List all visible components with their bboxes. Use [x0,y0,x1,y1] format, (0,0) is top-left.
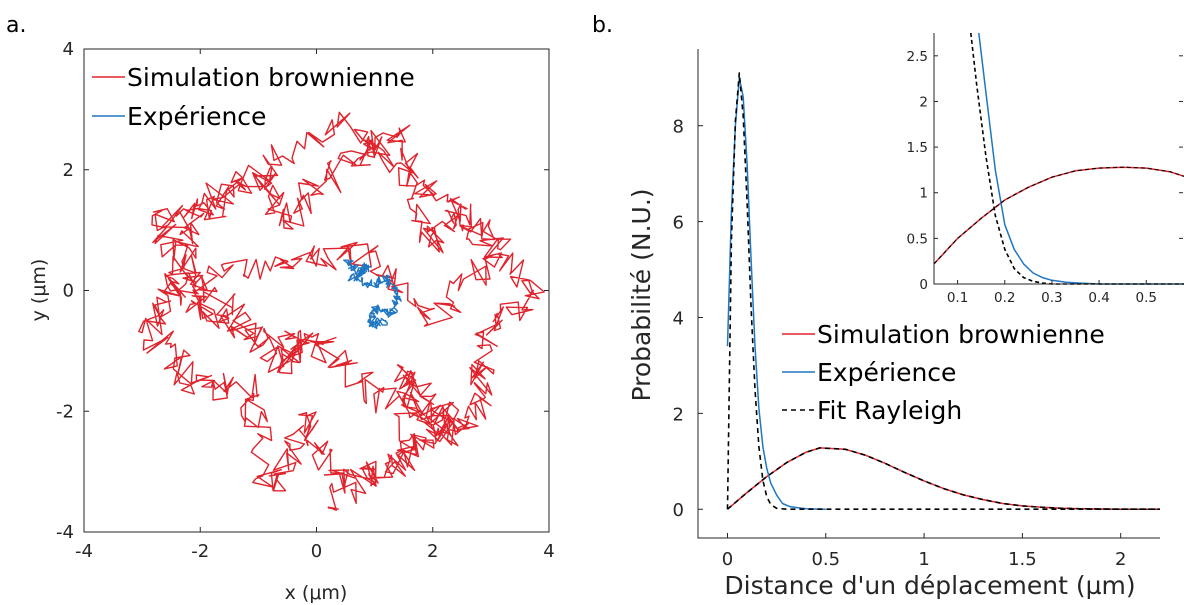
panel-a: -4 -2 0 2 4 -4 -2 0 2 4 x (μm) y (μm) Simulation … [28,39,555,604]
inset-xtick-label: 0.3 [1041,290,1062,306]
inset-ytick-label: 2.5 [907,49,928,65]
inset-ytick-label: 1.5 [907,140,928,156]
inset-ytick-label: 0.5 [907,231,928,247]
panel-a-xtick-label: 4 [543,541,554,562]
legend-label-fit-b: Fit Rayleigh [817,396,962,425]
panel-b-xtick-label: 2 [1115,549,1126,570]
panel-b-legend: Simulation brownienne Expérience Fit Ray… [782,320,1105,425]
panel-a-ticks: -4 -2 0 2 4 -4 -2 0 2 4 [56,39,555,562]
panel-b-ytick-label: 8 [673,117,684,138]
panel-a-xtick-label: 2 [427,541,438,562]
legend-label-simulation-b: Simulation brownienne [817,320,1105,349]
inset-background [900,30,1184,285]
panel-a-ytick-label: -2 [56,401,74,422]
inset-ytick-label: 0 [919,277,928,293]
inset-xtick-label: 0.1 [947,290,968,306]
panel-b-ytick-label: 2 [673,404,684,425]
panel-a-plot-data [138,111,545,511]
panel-b-ytick-label: 0 [673,500,684,521]
panel-b-ytick-label: 6 [673,213,684,234]
inset-xtick-label: 0.2 [994,290,1015,306]
series-simulation-path [138,111,545,511]
panel-b-ticks: 0 0.5 1 1.5 2 0 2 4 6 8 [673,117,1127,570]
panel-b-ylabel: Probabilité (N.U.) [627,188,656,401]
legend-label-simulation: Simulation brownienne [127,63,415,92]
panel-a-xtick-label: 0 [311,541,322,562]
inset-series-fit [970,32,1184,285]
panel-a-ytick-label: 0 [63,281,74,302]
legend-label-experience-b: Expérience [817,358,956,387]
panel-b-series-simulation [727,447,1160,510]
series-experience-path [343,259,402,330]
panel-b: 0 0.5 1 1.5 2 0 2 4 6 8 Distance d'un déplacement… [627,49,1160,600]
panel-b-series-fit-narrow [726,72,1160,510]
panel-a-xtick-label: -4 [75,541,93,562]
panel-a-ytick-label: -4 [56,522,74,543]
inset-fit-overlay [933,166,1184,265]
panel-a-ytick-label: 2 [63,160,74,181]
panel-a-label: a. [6,13,26,38]
legend-label-experience: Expérience [127,102,266,131]
panel-b-axes [697,49,1160,539]
panel-b-plot-data [726,72,1160,510]
panel-b-series-experience [726,77,826,510]
panel-b-xtick-label: 0 [722,549,733,570]
panel-a-legend: Simulation brownienne Expérience [92,63,415,131]
panel-a-ylabel: y (μm) [28,259,50,322]
panel-b-xtick-label: 1 [918,549,929,570]
inset-xtick-label: 0.5 [1136,290,1157,306]
panel-a-ytick-label: 4 [63,39,74,60]
panel-b-xtick-label: 1.5 [1008,549,1037,570]
panel-b-label: b. [592,13,613,38]
inset-ticks: 0.1 0.2 0.3 0.4 0.5 0 0.5 1 1.5 2 2.5 [907,49,1183,306]
panel-b-series-fit-wide [726,447,1160,510]
panel-a-xtick-label: -2 [191,541,209,562]
panel-b-inset: 0.1 0.2 0.3 0.4 0.5 0 0.5 1 1.5 2 2.5 [900,30,1184,306]
panel-b-ytick-label: 4 [673,308,684,329]
inset-ytick-label: 2 [919,94,928,110]
panel-b-xlabel: Distance d'un déplacement (µm) [724,571,1135,600]
inset-ytick-label: 1 [919,186,928,202]
panel-b-xtick-label: 0.5 [811,549,840,570]
inset-xtick-label: 0.4 [1088,290,1109,306]
panel-a-xlabel: x (μm) [285,582,348,604]
